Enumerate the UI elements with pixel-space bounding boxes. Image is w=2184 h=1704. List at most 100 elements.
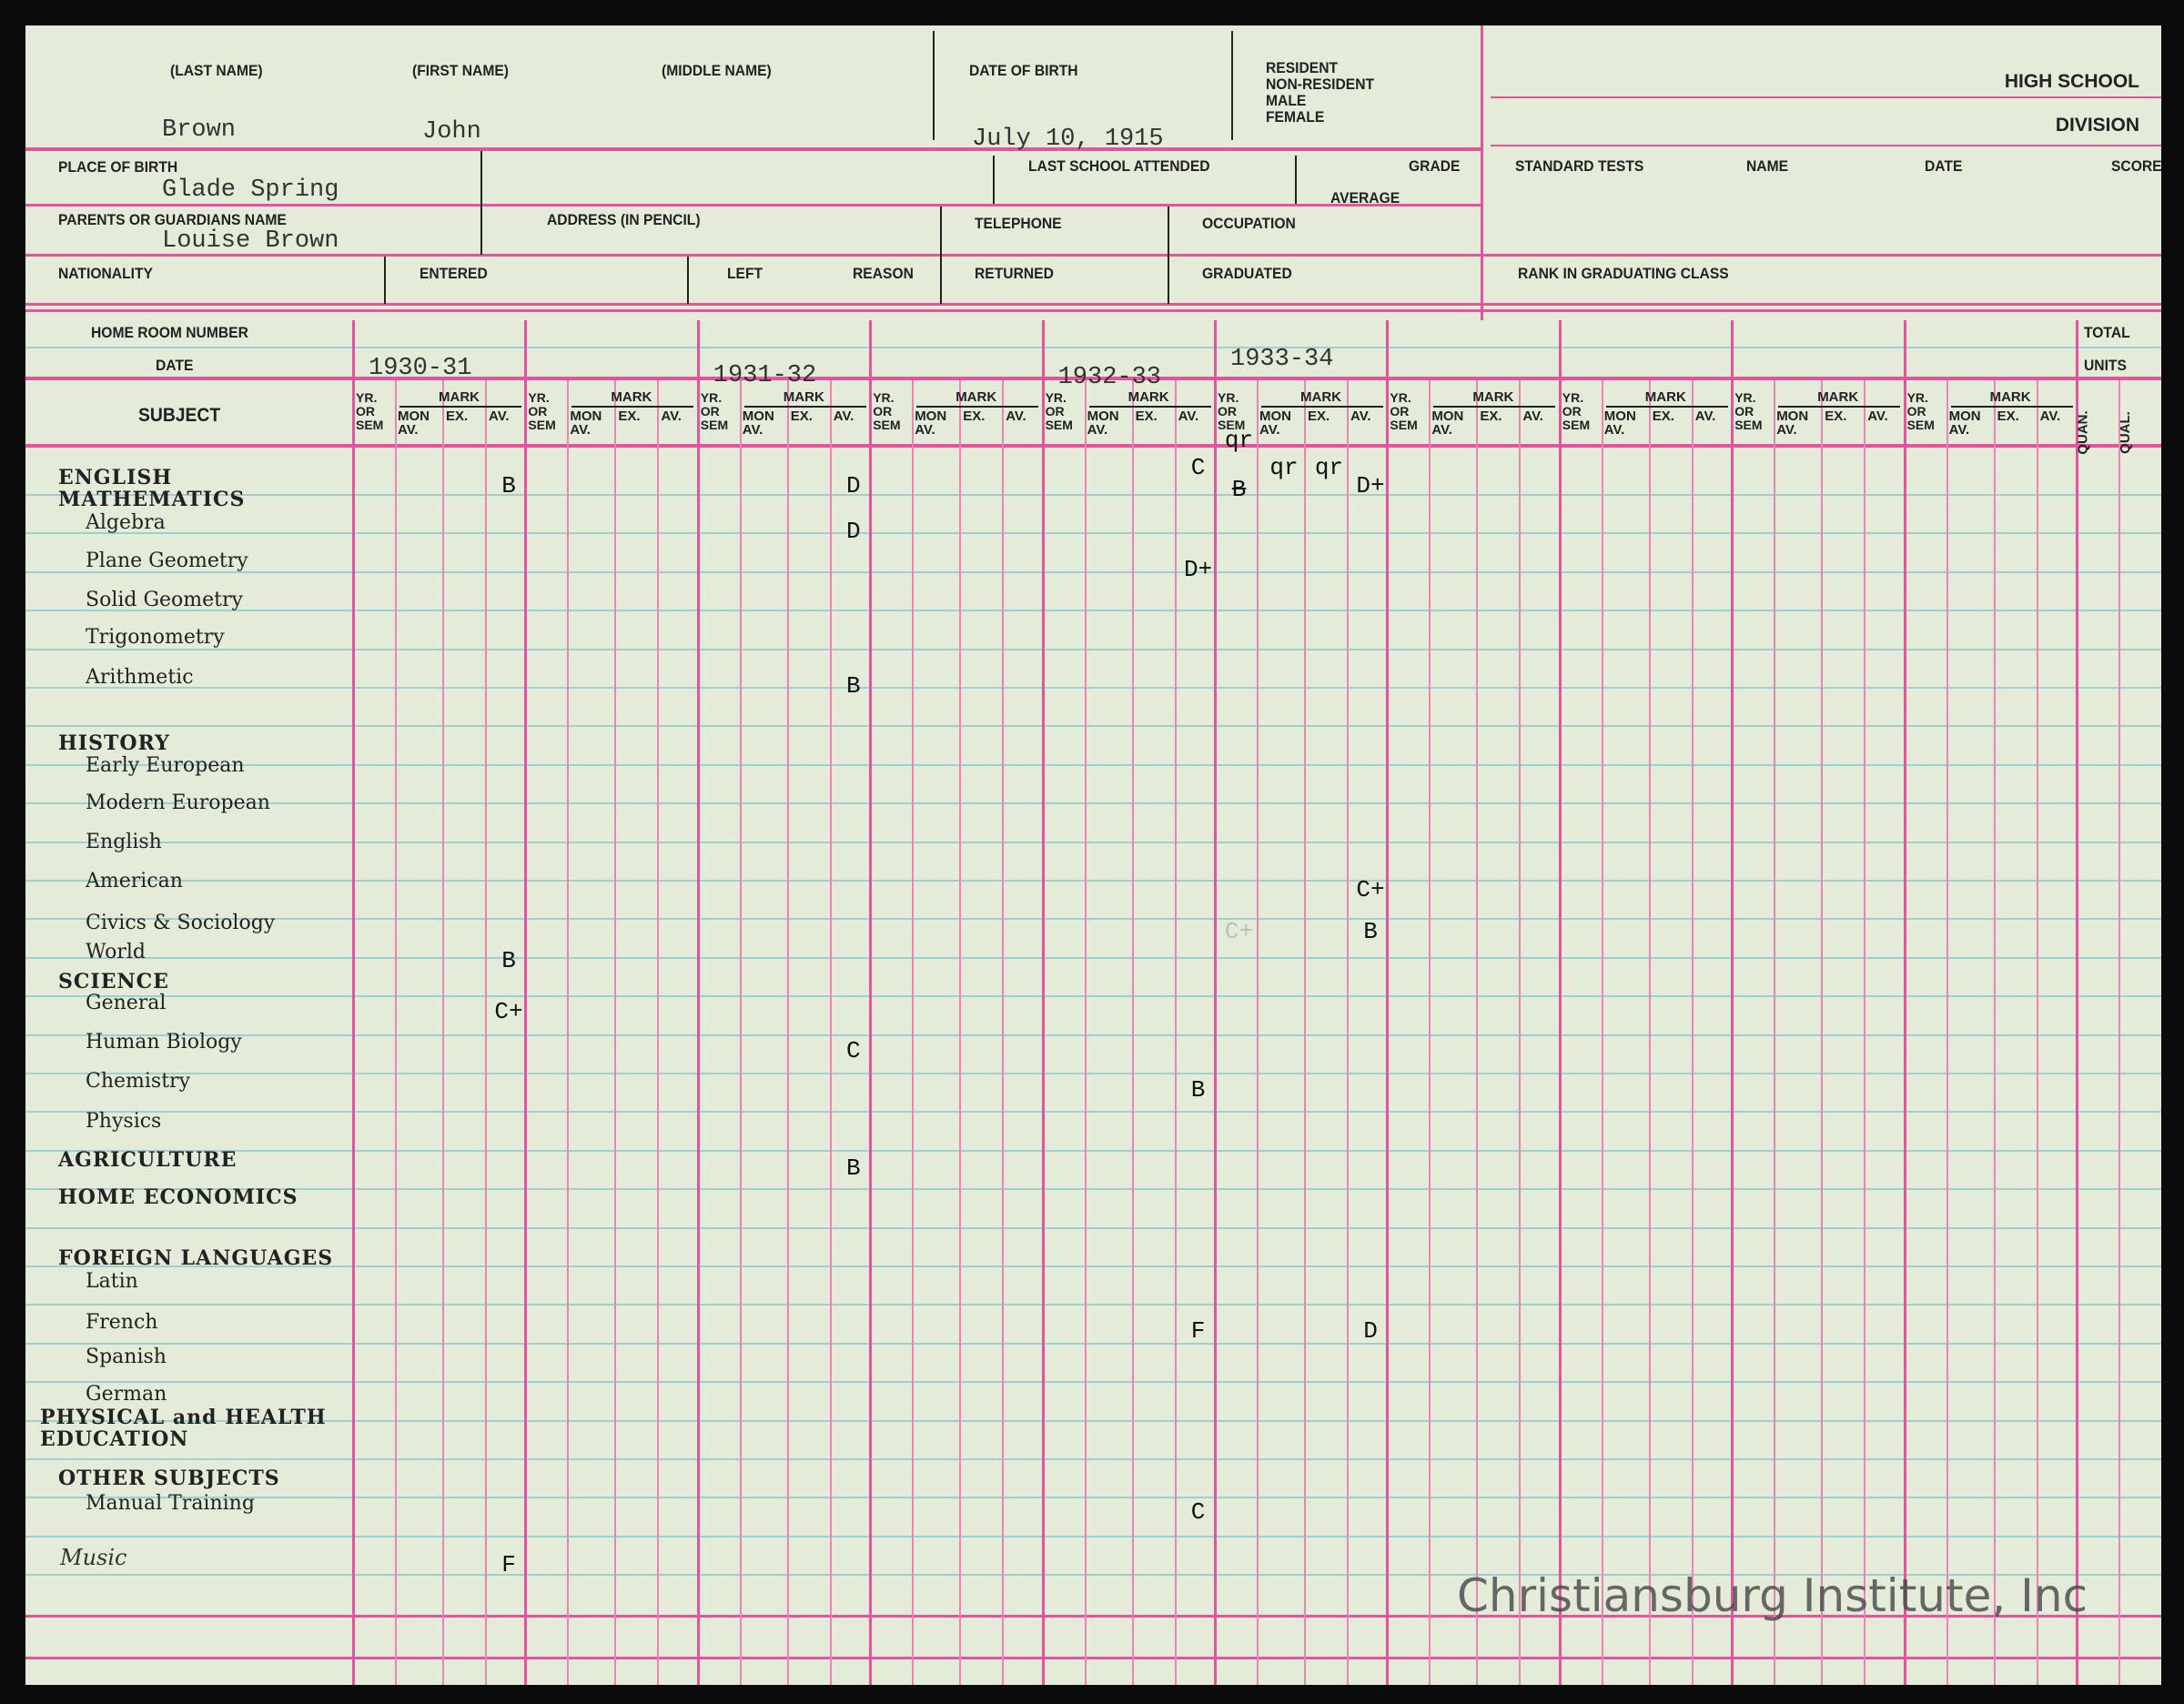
year-label[interactable]: 1931-32 [713,362,817,389]
rule [524,320,528,1685]
grade-mark[interactable]: B [845,1154,861,1182]
rule [1731,320,1734,1685]
grade-mark[interactable]: qr [1314,453,1344,481]
rule [2036,380,2038,1685]
rule [25,1073,2161,1074]
subject-german: German [86,1383,167,1407]
grade-mark[interactable]: B [501,946,516,974]
rule [1946,380,1948,1685]
grade-mark[interactable]: B [501,471,516,499]
year-label[interactable]: 1933-34 [1230,346,1334,373]
grade-mark[interactable]: qr [1224,426,1254,454]
resident-option[interactable]: FEMALE [1266,108,1325,126]
place-of-birth-value[interactable]: Glade Spring [162,176,339,204]
subject-french: French [86,1310,158,1334]
rule [1864,380,1866,1685]
rule [786,380,789,1685]
rule [1347,380,1349,1685]
av-header: AV. [661,408,682,424]
rule [25,1458,2161,1460]
mark-underline [1950,406,2073,408]
ex-header: EX. [446,408,469,424]
parents-value[interactable]: Louise Brown [162,227,339,255]
reason-label: REASON [853,265,914,282]
rule [25,918,2161,921]
grade-mark[interactable]: B [1363,917,1378,945]
rule [25,204,1481,207]
grade-mark[interactable]: C+ [1224,917,1254,945]
rule [959,380,962,1685]
subject-header: SUBJECT [138,405,221,426]
rule [696,320,700,1685]
subject-human-biology: Human Biology [86,1031,242,1054]
mark-header: MARK [1300,389,1341,405]
grade-mark[interactable]: F [1190,1316,1206,1345]
subject-education: EDUCATION [40,1427,189,1452]
divider [933,31,935,140]
av-header: AV. [1522,408,1543,424]
rule [25,1149,2161,1152]
rule [25,254,1481,257]
rule [1481,254,2161,257]
year-label[interactable]: 1930-31 [369,355,472,382]
rule [25,303,2161,306]
last-name-value[interactable]: Brown [162,116,237,144]
grade-mark[interactable]: B [845,672,861,701]
resident-option[interactable]: NON-RESIDENT [1266,76,1375,93]
mon-av-header: MON AV. [1431,408,1464,438]
rule [1084,380,1087,1685]
mark-header: MARK [956,389,997,405]
tests-date-label: DATE [1925,157,1963,175]
ex-header: EX. [1652,408,1674,424]
dob-value[interactable]: July 10, 1915 [972,126,1164,153]
grade-mark[interactable]: qr [1269,453,1299,481]
qual-label: QUAL. [2117,411,2133,454]
first-name-value[interactable]: John [422,118,481,146]
grade-mark[interactable]: C [1190,453,1206,481]
grade-mark[interactable]: D+ [1356,471,1385,499]
resident-option[interactable]: RESIDENT [1266,59,1339,76]
grade-mark[interactable]: D [845,518,861,546]
subject-spanish: Spanish [86,1345,167,1368]
mark-header: MARK [783,389,824,405]
mark-underline [399,406,521,408]
rule [25,444,2161,448]
address-label: ADDRESS (IN PENCIL) [547,211,701,228]
resident-option[interactable]: MALE [1266,92,1307,109]
subject-chemistry: Chemistry [86,1069,190,1093]
record-card: (LAST NAME) (FIRST NAME) (MIDDLE NAME) D… [25,25,2161,1685]
rule [1601,380,1603,1685]
average-label: AVERAGE [1330,189,1400,207]
rule [1648,380,1651,1685]
rule [25,610,2161,612]
subject-english: ENGLISH [58,465,173,489]
grade-mark[interactable]: C [1190,1497,1206,1526]
grade-mark[interactable]: B [1231,475,1247,503]
subject-agriculture: AGRICULTURE [58,1147,238,1172]
rule [25,347,2161,348]
grade-mark[interactable]: B [1190,1075,1206,1104]
school-title: HIGH SCHOOL [2004,71,2139,92]
rule [25,1497,2161,1499]
grade-mark[interactable]: D [845,471,861,499]
grade-mark[interactable]: C [845,1037,861,1065]
grade-label: GRADE [1409,157,1461,175]
subject-early-european: Early European [86,753,245,777]
mark-header: MARK [611,389,652,405]
units-label: UNITS [2084,357,2127,374]
grade-mark[interactable]: C+ [494,998,523,1026]
mark-header: MARK [439,389,480,405]
grade-mark[interactable]: F [501,1550,516,1578]
mark-header: MARK [1644,389,1686,405]
subject-general: General [86,992,167,1015]
grade-mark[interactable]: D [1363,1316,1378,1345]
quan-label: QUAN. [2075,410,2091,455]
tests-score-label: SCORE [2111,157,2161,175]
grade-mark[interactable]: C+ [1356,875,1385,903]
yr-sem-header: YR. OR SEM [356,390,384,432]
divider [1295,156,1297,204]
subject-civics-sociology: Civics & Sociology [86,911,276,934]
nationality-label: NATIONALITY [58,265,153,282]
grade-mark[interactable]: D+ [1183,555,1213,583]
year-label[interactable]: 1932-33 [1057,364,1162,391]
